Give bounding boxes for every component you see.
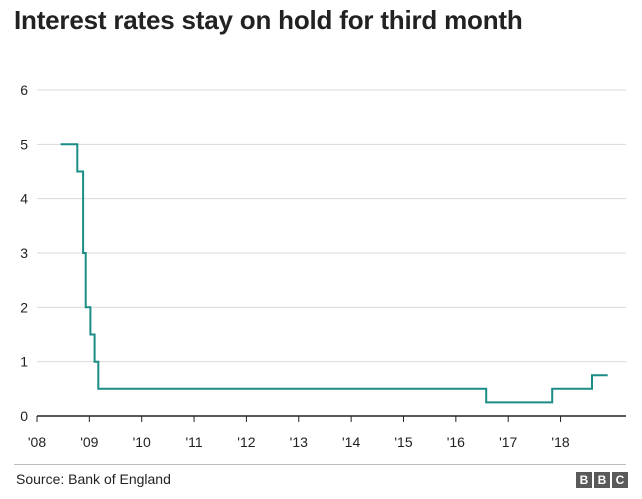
x-axis: '08 '09 '10 '11 '12 '13 '14 '15 '16 '17 '18: [28, 415, 626, 450]
series-layer: [60, 143, 608, 404]
y-tick-label: 1: [20, 354, 28, 370]
y-tick-label: 0: [20, 408, 28, 424]
x-tick-label: '16: [447, 434, 465, 450]
series-line-bank-rate: [60, 143, 608, 404]
x-tick-label: '09: [80, 434, 98, 450]
bbc-logo-letter: B: [594, 472, 610, 488]
y-tick-label: 4: [20, 191, 28, 207]
y-tick-label: 6: [20, 82, 28, 98]
y-tick-label: 5: [20, 136, 28, 152]
gridlines: [37, 89, 626, 363]
x-tick-label: '18: [551, 434, 569, 450]
chart-title: Interest rates stay on hold for third mo…: [14, 5, 523, 35]
x-tick-label: '12: [237, 434, 255, 450]
y-tick-label: 2: [20, 299, 28, 315]
y-axis-ticks: 0 1 2 3 4 5 6: [20, 82, 28, 424]
source-note: Source: Bank of England: [16, 471, 171, 487]
bbc-logo-letter: C: [612, 472, 628, 488]
y-tick-label: 3: [20, 245, 28, 261]
x-tick-label: '14: [342, 434, 360, 450]
x-tick-label: '17: [499, 434, 517, 450]
x-tick-label: '13: [290, 434, 308, 450]
x-tick-label: '10: [133, 434, 151, 450]
x-tick-label: '15: [394, 434, 412, 450]
bbc-logo-letter: B: [576, 472, 592, 488]
footer-divider: [14, 464, 626, 465]
x-tick-label: '11: [185, 434, 202, 450]
x-tick-label: '08: [28, 434, 46, 450]
bbc-logo: B B C: [576, 472, 628, 488]
